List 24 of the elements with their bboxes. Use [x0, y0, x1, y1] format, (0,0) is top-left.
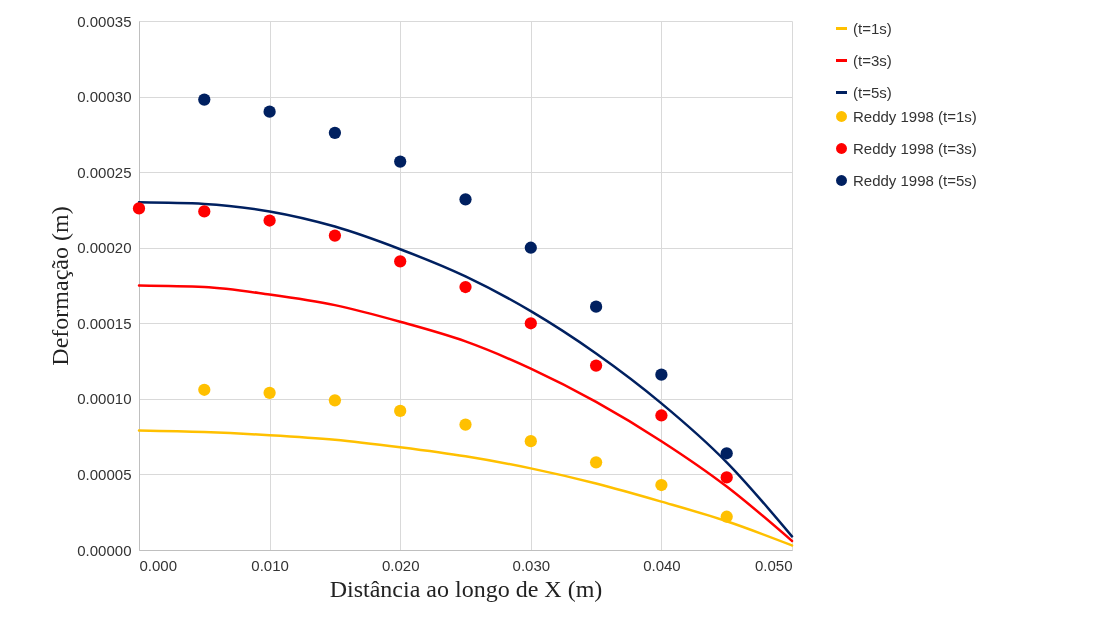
- line-series: [137, 429, 794, 547]
- x-tick-label: 0.050: [754, 556, 793, 574]
- legend-label: Reddy 1998 (t=3s): [853, 139, 977, 157]
- legend-label: (t=5s): [853, 83, 892, 101]
- line-series: [137, 284, 794, 543]
- x-tick-label: 0.000: [139, 556, 178, 574]
- y-tick-label: 0.00000: [77, 541, 132, 559]
- x-tick-label: 0.030: [512, 556, 551, 574]
- x-tick-label: 0.040: [643, 556, 681, 574]
- legend-label: Reddy 1998 (t=1s): [853, 107, 977, 125]
- x-tick-label: 0.020: [381, 556, 420, 574]
- y-tick-label: 0.00010: [77, 390, 132, 408]
- y-tick-label: 0.00025: [77, 163, 132, 181]
- y-tick-label: 0.00020: [77, 239, 132, 257]
- y-axis-title: Deformação (m): [47, 206, 74, 366]
- legend-label: Reddy 1998 (t=5s): [853, 171, 977, 189]
- y-tick-label: 0.00030: [77, 88, 132, 106]
- y-tick-label: 0.00015: [77, 314, 132, 332]
- x-axis-title: Distância ao longo de X (m): [329, 575, 603, 602]
- y-tick-label: 0.00005: [77, 465, 132, 483]
- y-tick-label: 0.00035: [77, 12, 132, 30]
- legend-label: (t=3s): [853, 51, 892, 69]
- x-tick-label: 0.010: [251, 556, 289, 574]
- legend-label: (t=1s): [853, 19, 892, 37]
